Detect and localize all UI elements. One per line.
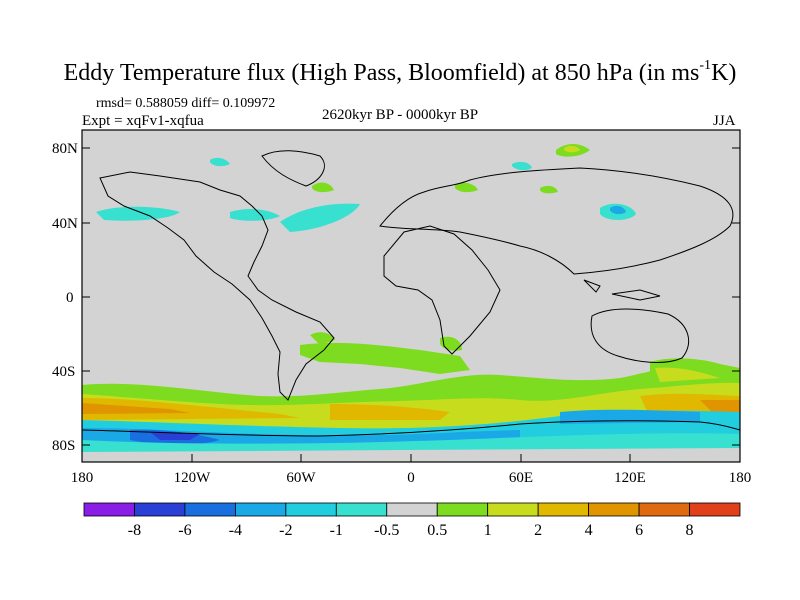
colorbar-label: 0.5 xyxy=(427,522,447,539)
lat-label: 80S xyxy=(52,438,75,454)
colorbar-label: -0.5 xyxy=(374,522,399,539)
lat-label: 40S xyxy=(52,364,75,380)
colorbar-swatch xyxy=(335,502,388,517)
lat-labels: 80N 40N 0 40S 80S xyxy=(52,141,78,454)
map-panel xyxy=(82,130,740,462)
colorbar-label: 8 xyxy=(686,522,694,539)
title-main: Eddy Temperature flux (High Pass, Bloomf… xyxy=(63,60,700,86)
lat-label: 0 xyxy=(66,290,74,306)
colorbar-labels: -8 -6 -4 -2 -1 -0.5 0.5 1 2 4 6 8 xyxy=(128,522,694,539)
lat-label: 80N xyxy=(52,141,78,157)
greenland-coast xyxy=(261,150,325,187)
colorbar-label: -8 xyxy=(128,522,141,539)
colorbar-swatch xyxy=(436,502,489,517)
colorbar-swatch xyxy=(537,502,590,517)
colorbar-label: 1 xyxy=(484,522,492,539)
indonesia-coast xyxy=(583,279,661,301)
stats-text: rmsd= 0.588059 diff= 0.109972 xyxy=(96,96,276,111)
colorbar xyxy=(83,502,741,517)
colorbar-swatch xyxy=(83,502,135,517)
lon-label: 120W xyxy=(174,470,212,486)
antarctica-coast xyxy=(82,420,740,437)
colorbar-swatch xyxy=(184,502,236,517)
lon-label: 180 xyxy=(71,470,94,486)
lat-label: 40N xyxy=(52,216,78,232)
title-end: K) xyxy=(711,60,737,86)
colorbar-label: -1 xyxy=(330,522,343,539)
eurasia-coast xyxy=(379,167,734,275)
lon-ticks xyxy=(81,454,741,462)
colorbar-label: -4 xyxy=(229,522,242,539)
australia-coast xyxy=(590,308,690,363)
season-label: JJA xyxy=(713,113,736,129)
colorbar-swatch xyxy=(386,502,438,517)
lat-ticks xyxy=(82,147,740,446)
lon-labels: 180 120W 60W 0 60E 120E 180 xyxy=(71,470,752,486)
colorbar-label: 4 xyxy=(585,522,593,539)
south-midlat-patches xyxy=(300,332,740,382)
colorbar-label: 6 xyxy=(635,522,643,539)
lon-label: 180 xyxy=(729,470,752,486)
colorbar-label: -2 xyxy=(279,522,292,539)
colorbar-swatch xyxy=(689,502,741,517)
colorbar-swatch xyxy=(588,502,640,517)
lon-label: 60E xyxy=(509,470,533,486)
colorbar-swatch xyxy=(487,502,539,517)
northern-patches xyxy=(96,144,636,232)
colorbar-label: 2 xyxy=(534,522,542,539)
lon-label: 60W xyxy=(286,470,316,486)
lon-label: 0 xyxy=(407,470,415,486)
experiment-label: Expt = xqFv1-xqfua xyxy=(82,113,204,129)
colorbar-swatch xyxy=(234,502,287,517)
colorbar-swatch xyxy=(134,502,186,517)
figure-title: Eddy Temperature flux (High Pass, Bloomf… xyxy=(0,58,800,87)
lon-label: 120E xyxy=(614,470,646,486)
period-label: 2620kyr BP - 0000kyr BP xyxy=(321,107,479,123)
colorbar-label: -6 xyxy=(178,522,191,539)
colorbar-swatch xyxy=(285,502,337,517)
coastlines xyxy=(82,150,740,437)
americas-coast xyxy=(99,171,335,401)
southern-ocean-field xyxy=(82,365,740,462)
colorbar-swatch xyxy=(638,502,690,517)
africa-coast xyxy=(383,225,501,355)
title-superscript: -1 xyxy=(699,58,712,73)
